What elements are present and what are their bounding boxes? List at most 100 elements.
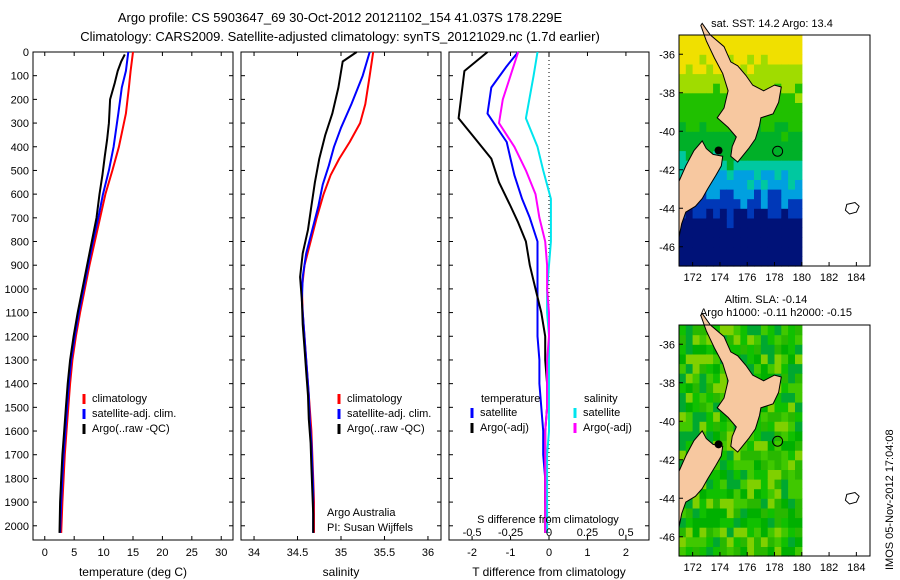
argo-australia-label: Argo Australia — [327, 507, 396, 519]
map-cell — [740, 344, 748, 355]
map-cell — [699, 208, 707, 219]
map-cell — [699, 363, 707, 374]
map-cell — [719, 140, 728, 152]
map-x-tick-label: 174 — [711, 272, 729, 284]
map-cell — [774, 527, 782, 538]
map-cell — [795, 479, 803, 490]
map-cell — [781, 121, 789, 132]
map-cell — [713, 63, 721, 75]
map-cell — [685, 430, 694, 442]
map-cell — [719, 498, 728, 509]
map-cell — [726, 546, 735, 557]
map-cell — [788, 102, 796, 113]
map-cell — [788, 402, 796, 413]
map-cell — [699, 54, 707, 65]
map-cell — [767, 189, 776, 200]
map-cell — [754, 227, 762, 238]
map-cell — [774, 498, 782, 509]
legend-label: satellite — [480, 407, 517, 419]
map-cell — [754, 334, 762, 345]
map-cell — [699, 536, 707, 547]
map-cell — [740, 459, 748, 470]
y-tick-label: 500 — [11, 165, 29, 177]
map-cell — [767, 160, 776, 171]
map-cell — [767, 179, 776, 190]
map-cell — [685, 112, 694, 123]
map-cell — [713, 189, 721, 200]
map-cell — [795, 373, 803, 384]
map-cell — [685, 150, 694, 161]
map-cell — [754, 256, 762, 267]
map-cell — [692, 382, 700, 393]
map-cell — [699, 344, 707, 355]
map-cell — [692, 517, 700, 528]
map-cell — [726, 536, 735, 547]
map-x-tick-label: 184 — [847, 272, 865, 284]
map-cell — [719, 208, 728, 219]
map-cell — [781, 237, 789, 248]
map-cell — [740, 169, 748, 180]
y-tick-label: 700 — [11, 213, 29, 225]
map-x-tick-label: 174 — [711, 562, 729, 574]
map-cell — [740, 179, 748, 190]
map-cell — [706, 227, 714, 238]
map-cell — [781, 498, 789, 509]
map-cell — [679, 246, 687, 257]
map-cell — [774, 112, 782, 123]
map-cell — [713, 73, 721, 84]
map-cell — [679, 536, 687, 547]
map-cell — [747, 325, 755, 336]
map-cell — [726, 140, 735, 152]
y-tick-label: 1600 — [5, 426, 29, 438]
map-cell — [685, 373, 694, 384]
map-cell — [719, 527, 728, 538]
map-cell — [781, 102, 789, 113]
map-cell — [726, 527, 735, 538]
map-cell — [706, 73, 714, 84]
map-cell — [788, 325, 796, 336]
map-cell — [726, 198, 735, 209]
x-tick-label: 25 — [186, 547, 198, 559]
map-cell — [685, 353, 694, 365]
map-cell — [754, 498, 762, 509]
y-tick-label: 800 — [11, 237, 29, 249]
map-cell — [733, 517, 741, 528]
legend-label: satellite-adj. clim. — [92, 408, 176, 420]
map-cell — [733, 334, 741, 345]
map-cell — [795, 527, 803, 538]
map-cell — [767, 450, 776, 461]
map-cell — [760, 198, 769, 209]
map-cell — [774, 102, 782, 113]
map-cell — [685, 246, 694, 257]
chatham-islands-outline — [844, 201, 860, 215]
map-cell — [760, 169, 769, 180]
map-cell — [747, 246, 755, 257]
map-cell — [726, 256, 735, 267]
map-cell — [713, 373, 721, 384]
map-cell — [767, 112, 776, 123]
map-cell — [699, 411, 707, 422]
map-x-tick-label: 176 — [738, 562, 756, 574]
map-cell — [692, 83, 700, 94]
map-cell — [726, 469, 735, 480]
map-cell — [719, 373, 728, 384]
s-tick-label: 0 — [546, 527, 552, 539]
map-cell — [713, 536, 721, 547]
x-tick-label: 0 — [546, 547, 552, 559]
map-cell — [767, 140, 776, 152]
map-cell — [692, 546, 700, 557]
map-cell — [740, 44, 748, 55]
map-cell — [788, 140, 796, 152]
map-cell — [754, 44, 762, 55]
map-cell — [719, 507, 728, 519]
map-cell — [685, 402, 694, 413]
map-cell — [740, 246, 748, 257]
map-cell — [685, 334, 694, 345]
map-cell — [733, 450, 741, 461]
map-cell — [774, 198, 782, 209]
map-cell — [679, 392, 687, 403]
map-y-tick-label: -36 — [659, 49, 675, 61]
map-cell — [699, 35, 707, 46]
map-cell — [774, 189, 782, 200]
x-tick-label: 0 — [42, 547, 48, 559]
